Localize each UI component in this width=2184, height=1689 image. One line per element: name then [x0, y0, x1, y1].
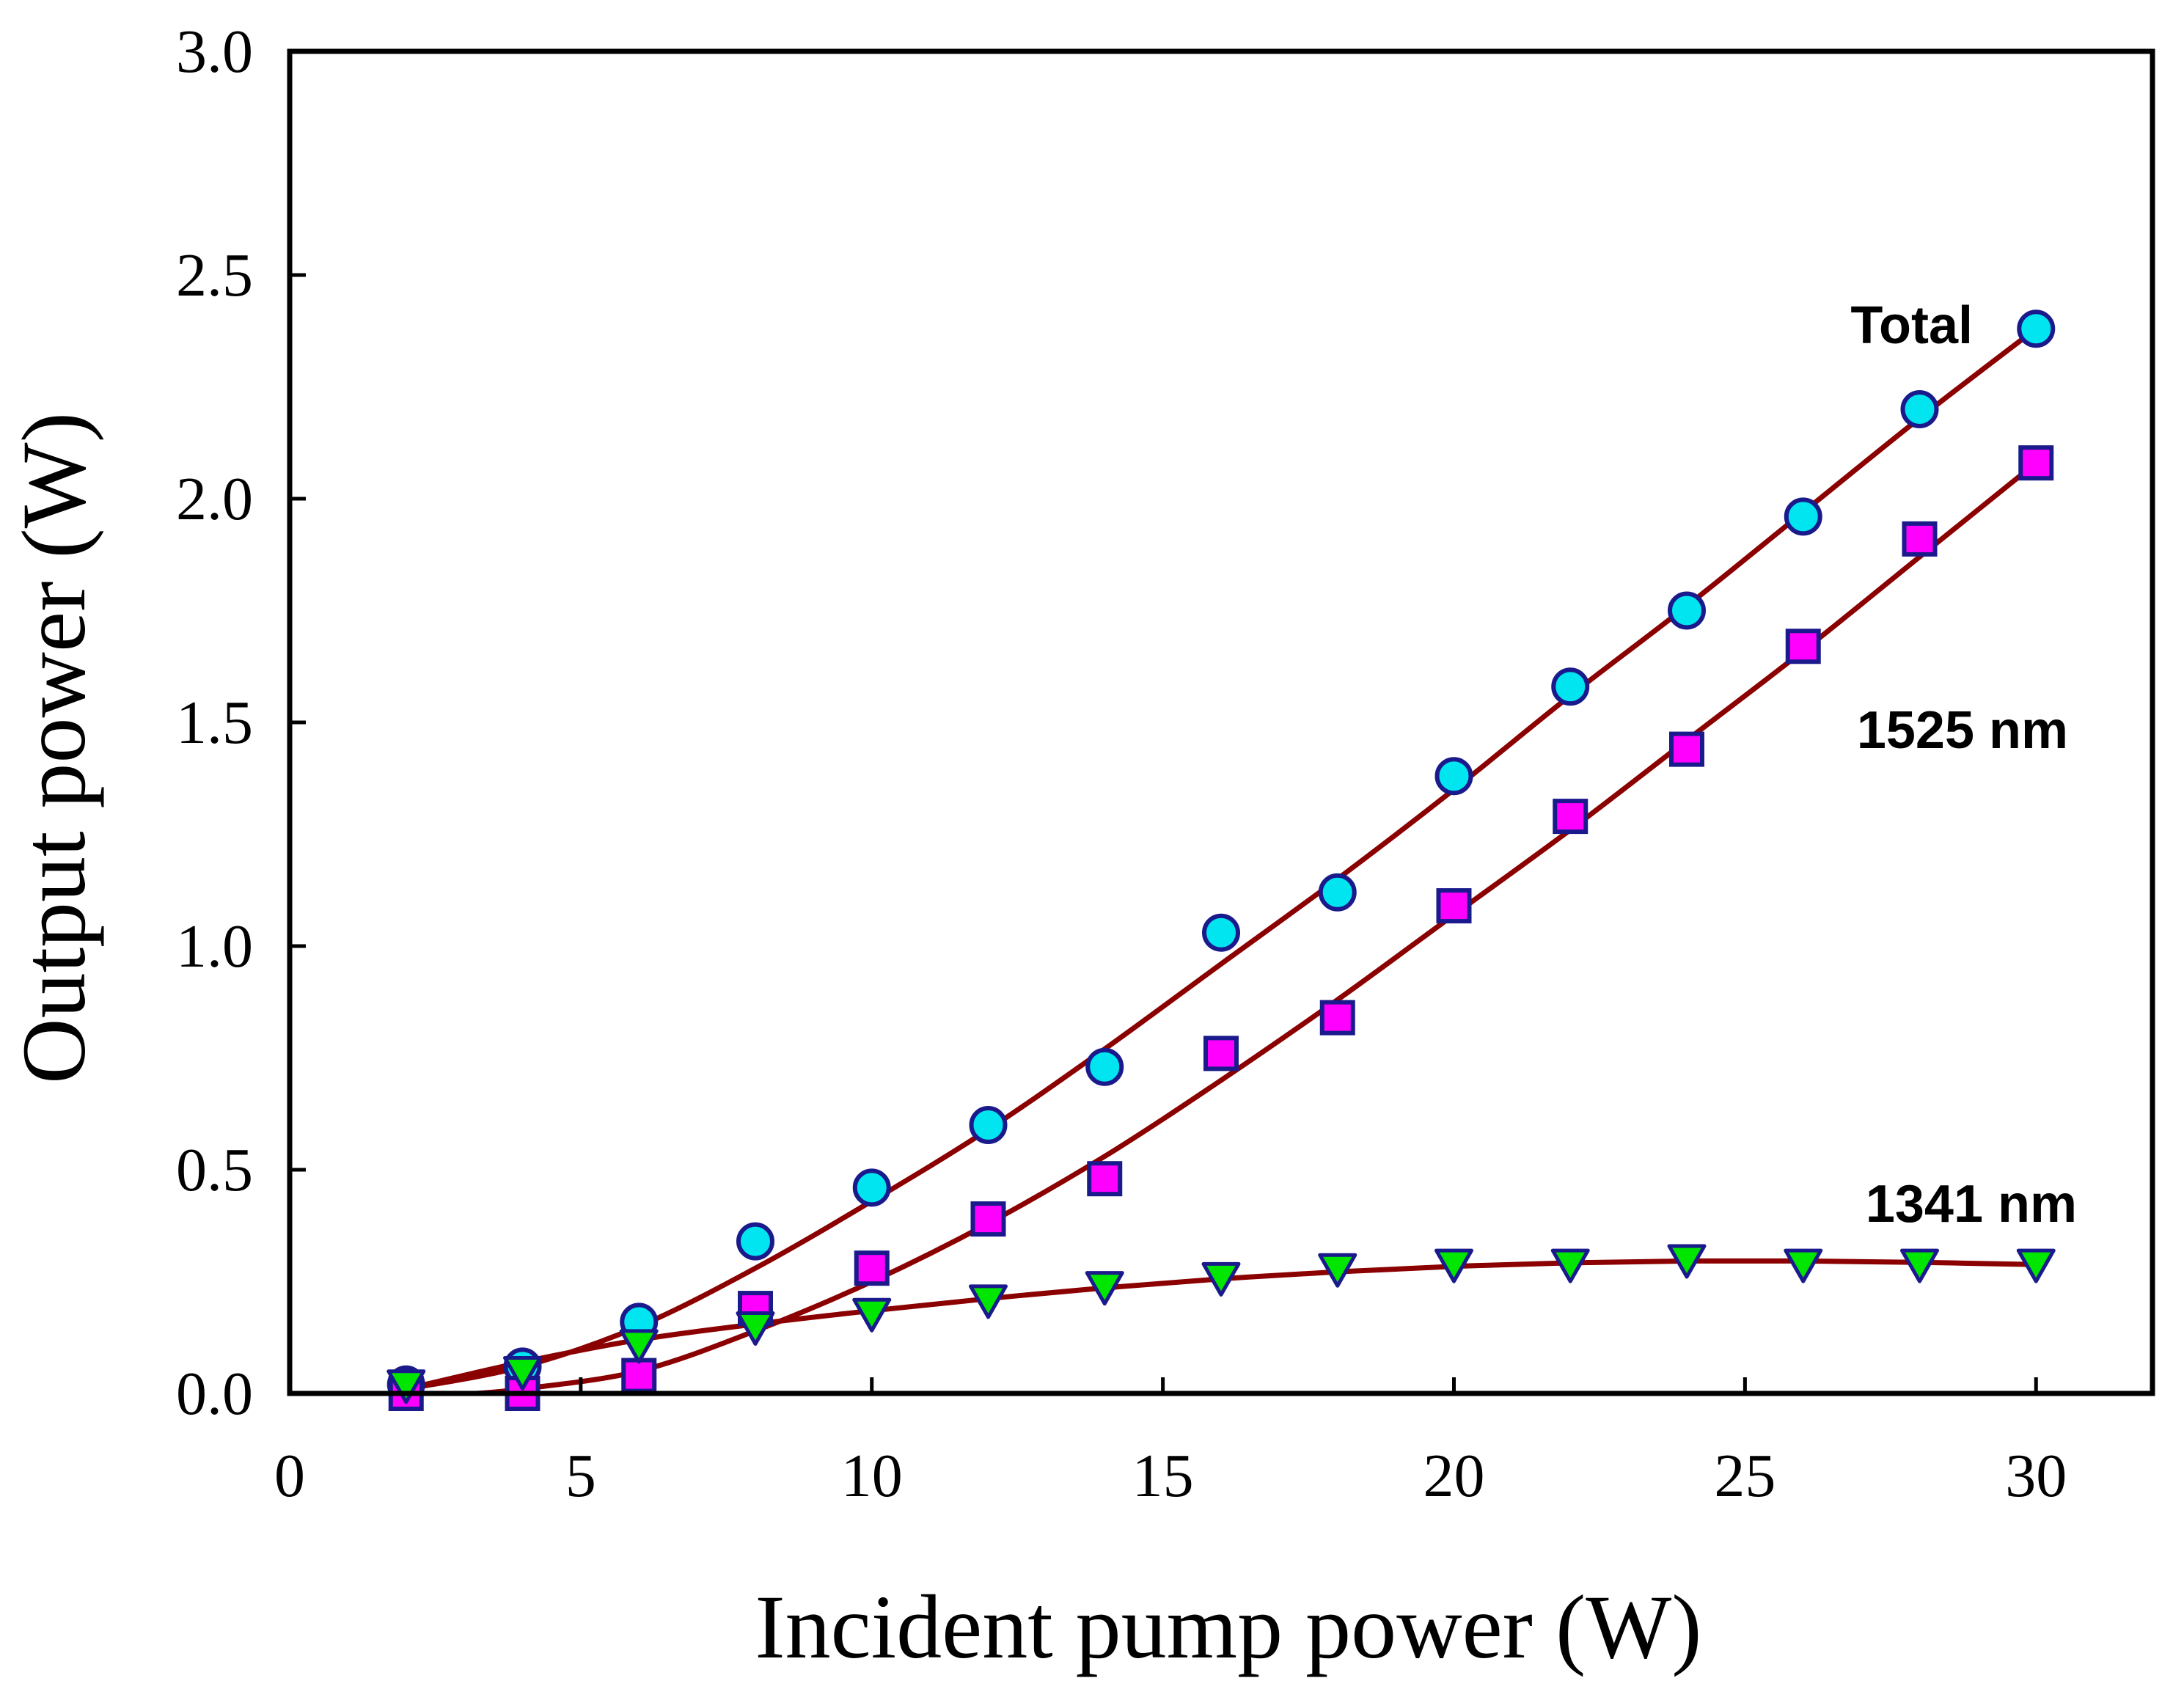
point-1341-nm: [2016, 1248, 2056, 1283]
point-1525-nm: [1203, 1036, 1239, 1071]
point-total: [1085, 1047, 1124, 1086]
point-total: [852, 1168, 891, 1207]
point-1525-nm: [1669, 731, 1704, 767]
x-tick-label: 10: [841, 1442, 903, 1510]
data-markers: [386, 309, 2056, 1411]
point-1525-nm: [1902, 521, 1938, 557]
x-tick-label: 15: [1132, 1442, 1194, 1510]
fit-line-total: [403, 326, 2039, 1392]
y-tick-label: 3.0: [176, 18, 253, 86]
axis-ticks: 0 5 10 15 20 25 30 0.0 0.5 1.0 1.5 2.0 2.5 3.0: [176, 18, 2067, 1510]
point-1341-nm: [1667, 1244, 1707, 1279]
x-tick-label: 25: [1714, 1442, 1776, 1510]
point-1341-nm: [619, 1329, 659, 1364]
y-axis-title: Output power (W): [4, 412, 104, 1084]
point-1525-nm: [1785, 629, 1821, 664]
point-total: [969, 1106, 1008, 1144]
point-total: [1784, 497, 1822, 536]
point-1341-nm: [1434, 1248, 1473, 1283]
point-1525-nm: [854, 1250, 890, 1286]
point-1341-nm: [1550, 1248, 1590, 1283]
x-tick-label: 0: [274, 1442, 305, 1510]
fit-curves: [403, 326, 2039, 1396]
y-tick-label: 2.0: [176, 465, 253, 533]
point-1525-nm: [1553, 799, 1588, 835]
point-1525-nm: [2018, 445, 2054, 481]
y-tick-label: 2.5: [176, 241, 253, 309]
point-1341-nm: [503, 1356, 542, 1391]
point-1525-nm: [1436, 888, 1472, 924]
point-1525-nm: [970, 1201, 1006, 1237]
point-total: [736, 1222, 774, 1261]
point-1341-nm: [1085, 1271, 1124, 1306]
point-1341-nm: [1318, 1253, 1357, 1288]
x-tick-label: 20: [1423, 1442, 1485, 1510]
point-total: [1668, 591, 1706, 630]
y-tick-label: 1.0: [176, 912, 253, 981]
y-tick-label: 1.5: [176, 689, 253, 757]
point-1341-nm: [736, 1311, 775, 1346]
series-label-1341nm: 1341 nm: [1866, 1175, 2077, 1234]
point-1525-nm: [621, 1358, 657, 1393]
point-1341-nm: [386, 1369, 426, 1404]
point-total: [2017, 309, 2056, 348]
point-total: [1202, 913, 1240, 952]
point-total: [1551, 667, 1590, 706]
series-label-total: Total: [1850, 296, 1973, 355]
y-tick-label: 0.0: [176, 1360, 253, 1428]
point-total: [1434, 757, 1473, 796]
point-1341-nm: [852, 1297, 892, 1333]
x-tick-label: 30: [2005, 1442, 2067, 1510]
point-1341-nm: [1900, 1248, 1939, 1283]
point-1341-nm: [1201, 1261, 1241, 1297]
point-1341-nm: [1784, 1248, 1823, 1283]
point-total: [1318, 873, 1357, 912]
series-label-1525nm: 1525 nm: [1857, 701, 2068, 760]
point-1525-nm: [1087, 1161, 1123, 1197]
point-1525-nm: [1319, 1000, 1355, 1036]
x-tick-label: 5: [565, 1442, 596, 1510]
x-axis-title: Incident pump power (W): [755, 1577, 1701, 1677]
point-1341-nm: [969, 1284, 1008, 1319]
y-tick-label: 0.5: [176, 1136, 253, 1204]
point-total: [1900, 390, 1939, 428]
